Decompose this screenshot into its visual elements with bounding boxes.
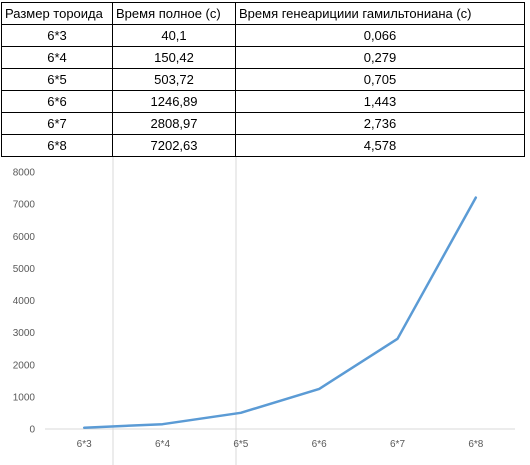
cell-hamiltonian-time[interactable]: 1,443 [235, 90, 525, 113]
y-tick-label: 8000 [13, 168, 36, 179]
line-chart[interactable]: 0 1000 2000 3000 4000 5000 6000 7000 8000 6*3 6*4 6… [0, 160, 530, 460]
x-tick-label: 6*3 [77, 439, 92, 450]
cell-hamiltonian-time[interactable]: 0,066 [235, 24, 525, 47]
cell-total-time[interactable]: 7202,63 [112, 134, 236, 157]
y-tick-label: 1000 [13, 392, 36, 403]
table-row: 6*6 1246,89 1,443 [1, 90, 525, 113]
header-hamiltonian-time[interactable]: Время генеарициии гамильтониана (с) [235, 2, 525, 25]
cell-total-time[interactable]: 2808,97 [112, 112, 236, 135]
y-tick-label: 4000 [13, 296, 36, 307]
y-tick-label: 6000 [13, 232, 36, 243]
header-torus-size[interactable]: Размер тороида [1, 2, 113, 25]
cell-total-time[interactable]: 1246,89 [112, 90, 236, 113]
table-row: 6*8 7202,63 4,578 [1, 134, 525, 157]
cell-size[interactable]: 6*6 [1, 90, 113, 113]
cell-size[interactable]: 6*5 [1, 68, 113, 91]
cell-total-time[interactable]: 40,1 [112, 24, 236, 47]
table-row: 6*4 150,42 0,279 [1, 46, 525, 69]
cell-total-time[interactable]: 150,42 [112, 46, 236, 69]
x-tick-label: 6*6 [312, 439, 327, 450]
cell-hamiltonian-time[interactable]: 0,705 [235, 68, 525, 91]
table-header-row: Размер тороида Время полное (с) Время ге… [1, 2, 525, 25]
table-row: 6*5 503,72 0,705 [1, 68, 525, 91]
series-line[interactable] [82, 196, 478, 429]
x-tick-label: 6*7 [390, 439, 405, 450]
y-tick-label: 2000 [13, 360, 36, 371]
cell-size[interactable]: 6*4 [1, 46, 113, 69]
y-tick-label: 0 [29, 425, 35, 436]
header-total-time[interactable]: Время полное (с) [112, 2, 236, 25]
cell-size[interactable]: 6*8 [1, 134, 113, 157]
x-tick-label: 6*8 [468, 439, 483, 450]
table-row: 6*7 2808,97 2,736 [1, 112, 525, 135]
x-tick-label: 6*4 [155, 439, 170, 450]
y-tick-label: 7000 [13, 200, 36, 211]
cell-hamiltonian-time[interactable]: 4,578 [235, 134, 525, 157]
y-tick-label: 5000 [13, 264, 36, 275]
y-tick-label: 3000 [13, 328, 36, 339]
cell-size[interactable]: 6*7 [1, 112, 113, 135]
cell-hamiltonian-time[interactable]: 0,279 [235, 46, 525, 69]
cell-total-time[interactable]: 503,72 [112, 68, 236, 91]
cell-hamiltonian-time[interactable]: 2,736 [235, 112, 525, 135]
x-tick-label: 6*5 [233, 439, 248, 450]
cell-size[interactable]: 6*3 [1, 24, 113, 47]
data-table: Размер тороида Время полное (с) Время ге… [1, 2, 525, 157]
table-row: 6*3 40,1 0,066 [1, 24, 525, 47]
